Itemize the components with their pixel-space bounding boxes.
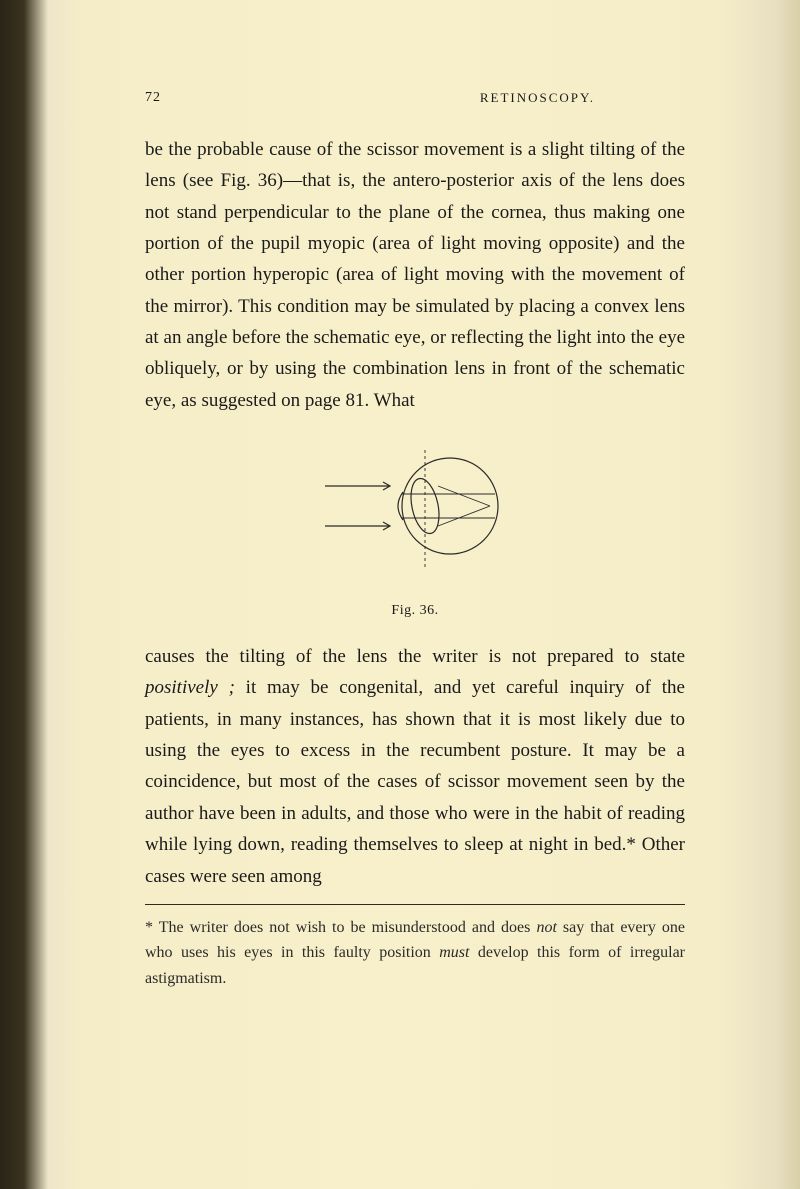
- para2-italic1: positively ;: [145, 677, 235, 698]
- para2-part1: causes the tilting of the lens the write…: [145, 646, 685, 667]
- page-number: 72: [145, 90, 161, 106]
- header-title: RETINOSCOPY.: [480, 90, 595, 106]
- eye-diagram-icon: [295, 444, 535, 589]
- footnote-part1: * The writer does not wish to be misunde…: [145, 919, 536, 936]
- para2-part2: it may be congenital, and yet careful in…: [145, 677, 685, 886]
- footnote-divider: [145, 904, 685, 905]
- footnote: * The writer does not wish to be misunde…: [145, 915, 685, 992]
- figure-container: Fig. 36.: [145, 444, 685, 619]
- page-header: 72 RETINOSCOPY.: [145, 90, 685, 106]
- figure-caption: Fig. 36.: [145, 603, 685, 619]
- page-content: 72 RETINOSCOPY. be the probable cause of…: [0, 0, 800, 1082]
- footnote-italic1: not: [536, 919, 556, 936]
- paragraph-2: causes the tilting of the lens the write…: [145, 641, 685, 892]
- footnote-italic2: must: [439, 944, 469, 961]
- paragraph-1: be the probable cause of the scissor mov…: [145, 134, 685, 416]
